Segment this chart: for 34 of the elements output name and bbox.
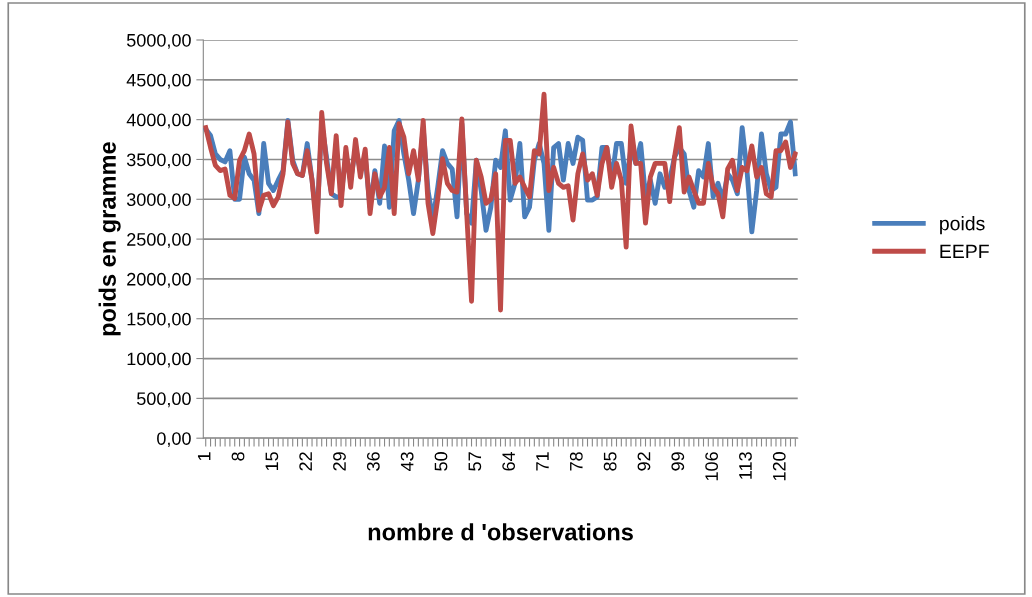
x-tick-label: 43 bbox=[400, 452, 414, 472]
x-tick-label: 85 bbox=[603, 452, 617, 471]
x-tick-label: 57 bbox=[468, 452, 482, 471]
y-tick-label: 3500,00 bbox=[126, 153, 191, 169]
x-tick-label: 113 bbox=[739, 452, 752, 479]
x-tick-label: 29 bbox=[333, 452, 346, 471]
y-tick-label: 5000,00 bbox=[126, 33, 191, 49]
y-tick-label: 2000,00 bbox=[127, 272, 191, 288]
x-tick-label: 8 bbox=[231, 452, 245, 461]
x-tick-label: 78 bbox=[569, 452, 583, 471]
y-axis-title: poids en gramme bbox=[98, 142, 121, 336]
y-tick-label: 1500,00 bbox=[127, 312, 191, 328]
x-tick-label: 120 bbox=[772, 452, 786, 481]
x-tick-label: 71 bbox=[536, 452, 549, 471]
y-tick-label: 500,00 bbox=[137, 392, 191, 408]
legend-label: poids bbox=[940, 216, 985, 235]
y-tick-label: 2500,00 bbox=[127, 233, 191, 248]
x-tick-label: 50 bbox=[434, 452, 448, 471]
y-tick-label: 4500,00 bbox=[126, 73, 191, 89]
legend-label: EEPF bbox=[940, 244, 989, 259]
line-series bbox=[203, 91, 798, 313]
x-axis-title: nombre d 'observations bbox=[368, 523, 633, 541]
x-tick-label: 22 bbox=[299, 452, 312, 471]
y-tick-label: 3000,00 bbox=[126, 193, 191, 209]
x-tick-label: 36 bbox=[366, 452, 380, 471]
y-tick-label: 0,00 bbox=[157, 432, 191, 448]
y-tick-label: 1000,00 bbox=[127, 352, 191, 368]
y-tick-label: 4000,00 bbox=[126, 113, 191, 129]
x-tick-label: 92 bbox=[637, 452, 651, 471]
x-tick-label: 64 bbox=[502, 451, 516, 471]
x-tick-label: 15 bbox=[265, 452, 279, 471]
x-tick-label: 99 bbox=[671, 452, 685, 471]
x-tick-label: 106 bbox=[705, 452, 719, 481]
x-tick-label: 1 bbox=[197, 452, 211, 461]
